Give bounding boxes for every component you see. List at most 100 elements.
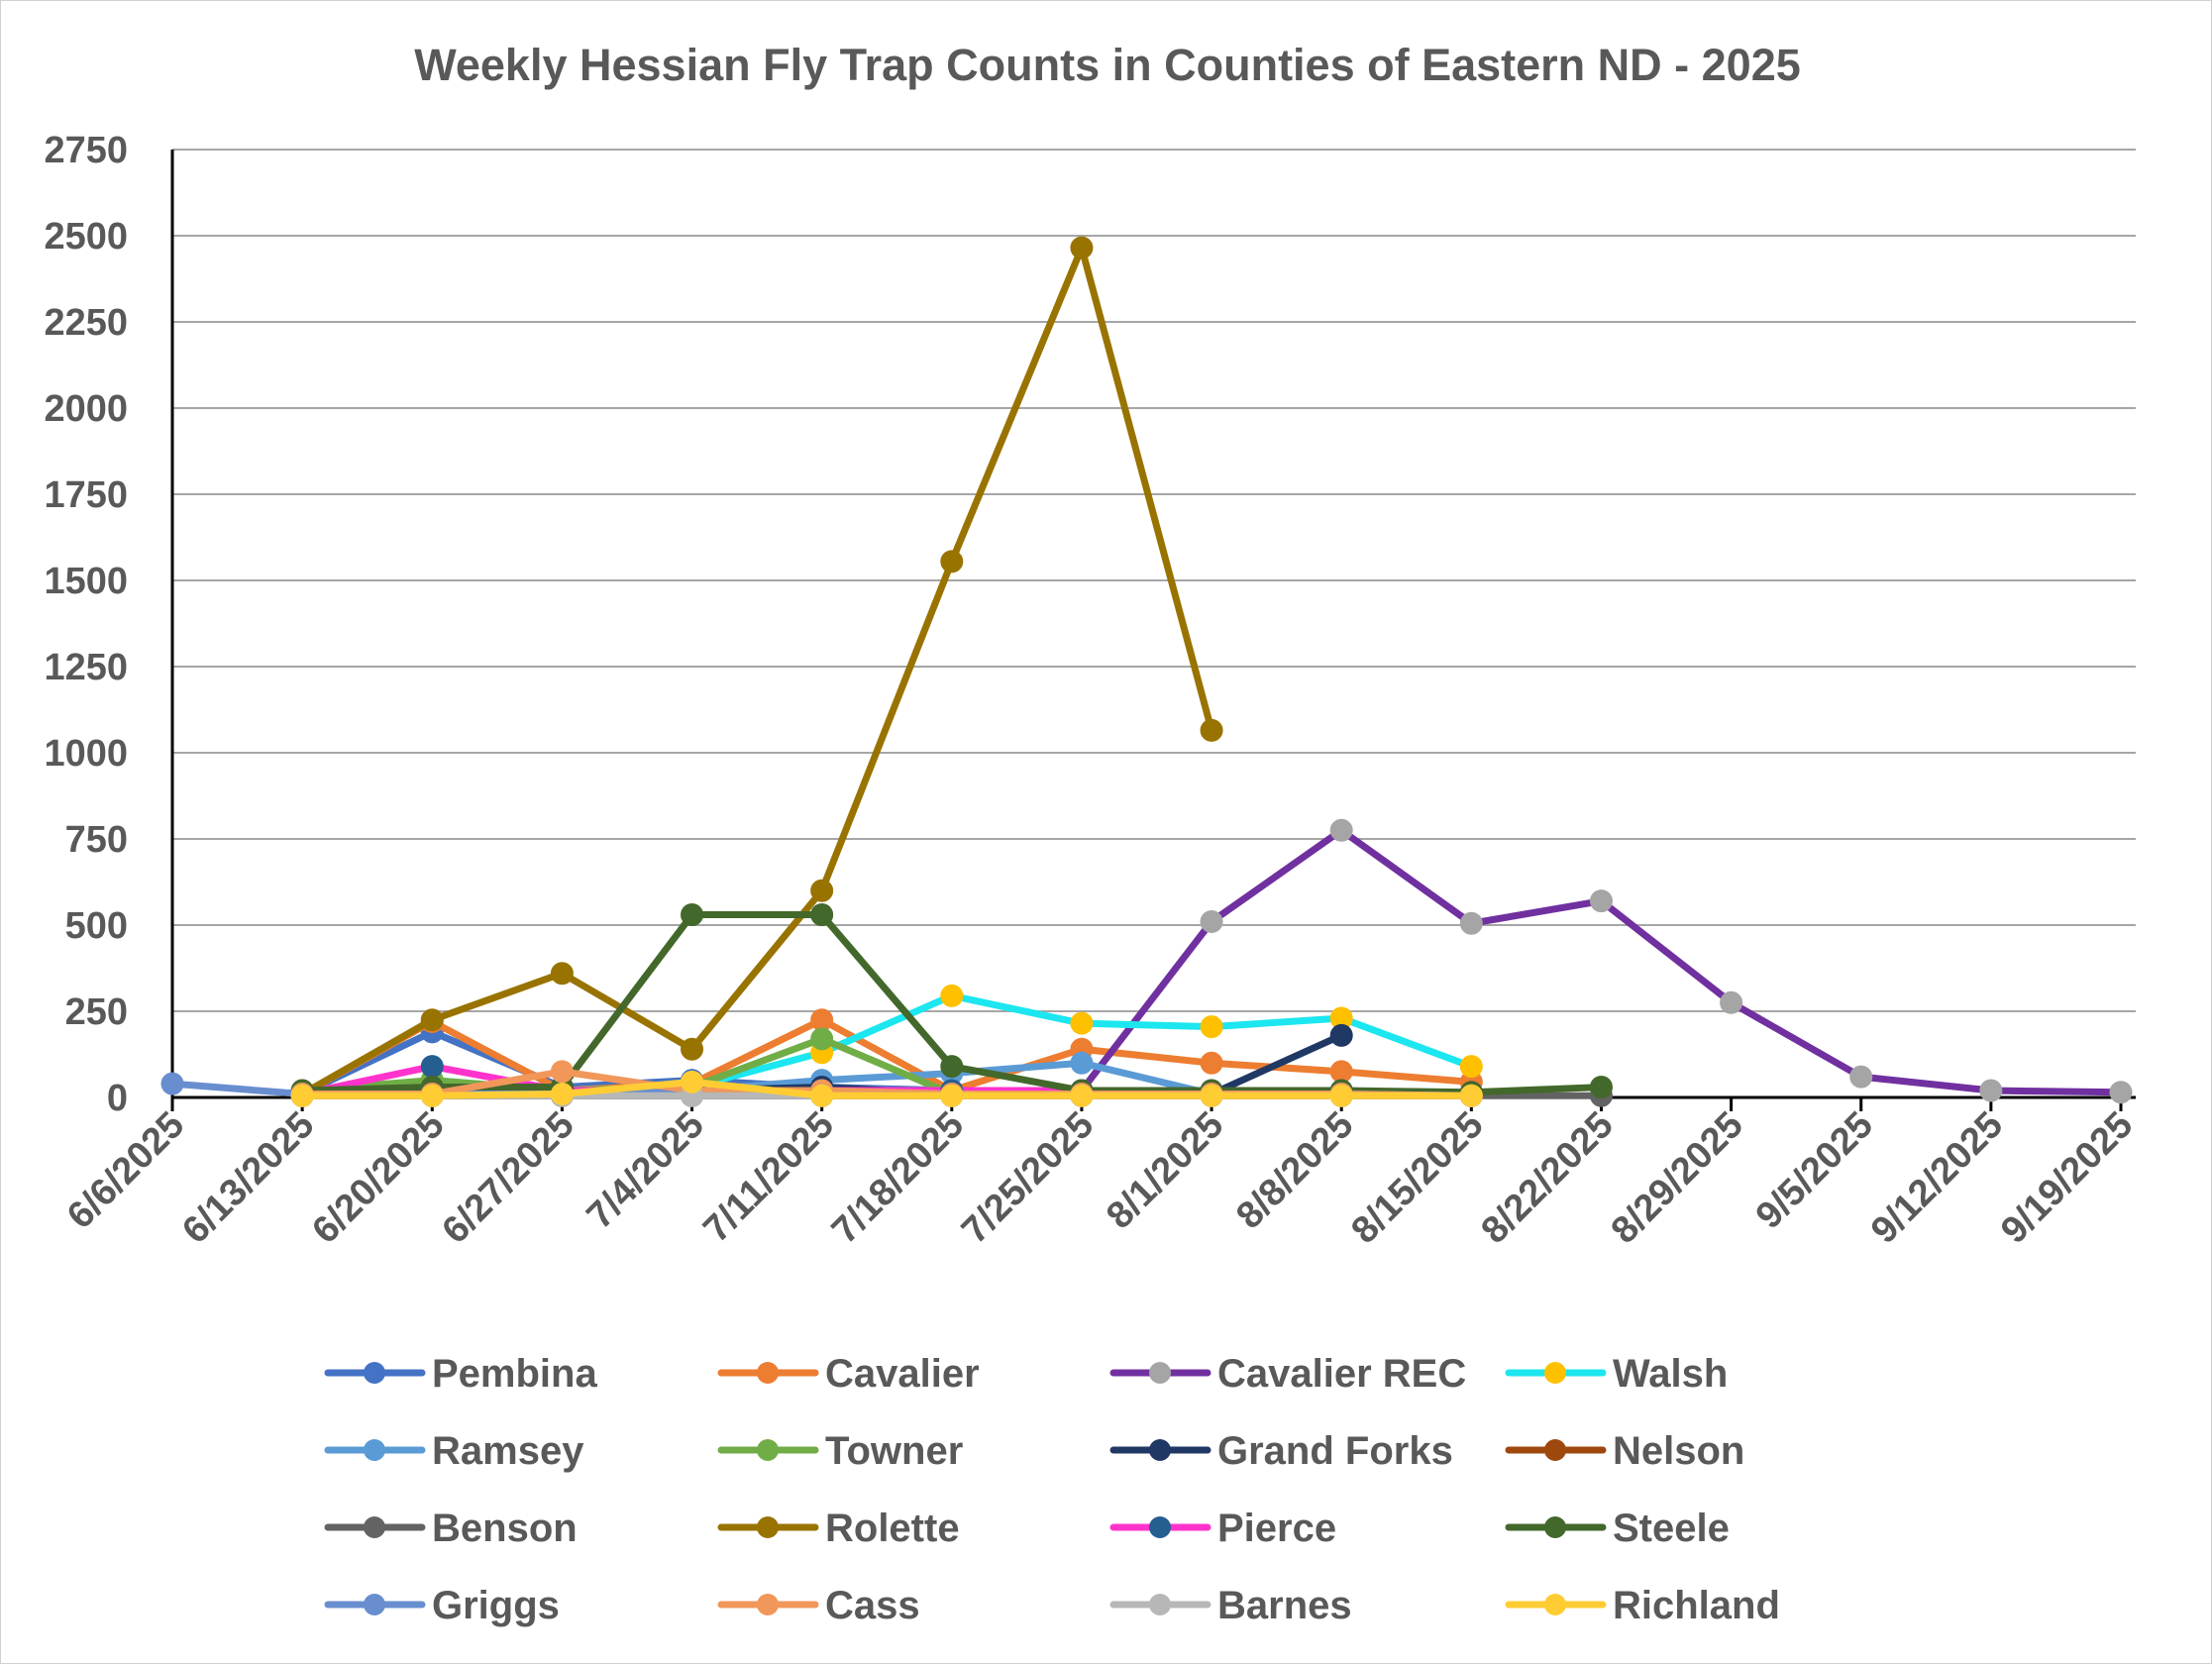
x-tick-label: 8/29/2025 bbox=[1604, 1104, 1751, 1252]
legend-marker bbox=[1544, 1362, 1566, 1384]
data-point bbox=[1459, 1055, 1483, 1079]
legend-item: Nelson bbox=[1505, 1429, 1744, 1473]
y-tick-label: 2750 bbox=[44, 130, 128, 171]
legend-item: Pembina bbox=[324, 1352, 597, 1396]
series-cavalier-rec bbox=[1070, 818, 2133, 1104]
y-tick-label: 1250 bbox=[44, 647, 128, 688]
y-tick-label: 2250 bbox=[44, 302, 128, 344]
data-point bbox=[810, 879, 834, 902]
legend-label: Richland bbox=[1613, 1584, 1780, 1627]
legend-marker bbox=[1544, 1439, 1566, 1461]
x-tick-label: 7/25/2025 bbox=[954, 1104, 1102, 1252]
data-point bbox=[1720, 990, 1743, 1014]
legend-item: Steele bbox=[1505, 1507, 1730, 1550]
legend-marker bbox=[364, 1362, 385, 1384]
series-line bbox=[1078, 826, 2125, 1096]
y-axis-ticks: 0 250 500 750 1000 1250 1500 1750 2000 2250 2500 27… bbox=[44, 130, 128, 1119]
legend-label: Ramsey bbox=[432, 1429, 584, 1473]
data-point bbox=[810, 903, 834, 927]
legend-label: Steele bbox=[1613, 1507, 1730, 1550]
x-tick-label: 6/20/2025 bbox=[304, 1104, 452, 1252]
y-tick-label: 0 bbox=[107, 1078, 128, 1119]
x-tick-label: 8/1/2025 bbox=[1099, 1104, 1231, 1237]
x-axis-ticks: 6/6/20256/13/20256/20/20256/27/20257/4/2… bbox=[59, 1104, 2141, 1252]
legend-marker bbox=[757, 1594, 779, 1615]
legend-label: Cass bbox=[825, 1584, 920, 1627]
x-tick-label: 6/6/2025 bbox=[59, 1104, 192, 1237]
x-tick-label: 9/5/2025 bbox=[1748, 1104, 1881, 1237]
data-point bbox=[940, 550, 964, 573]
data-point bbox=[1589, 889, 1613, 913]
data-point bbox=[1200, 1015, 1223, 1039]
legend-item: Cavalier REC bbox=[1109, 1352, 1466, 1396]
data-point bbox=[1070, 1051, 1094, 1075]
data-point bbox=[420, 1055, 444, 1079]
legend-marker bbox=[757, 1362, 779, 1384]
legend-item: Cavalier bbox=[717, 1352, 980, 1396]
x-tick-label: 7/4/2025 bbox=[579, 1104, 712, 1237]
legend-item: Rolette bbox=[717, 1507, 960, 1550]
legend-label: Pierce bbox=[1217, 1507, 1336, 1550]
data-point bbox=[420, 1084, 444, 1107]
legend-marker bbox=[1149, 1594, 1171, 1615]
data-point bbox=[940, 1055, 964, 1079]
data-point bbox=[1200, 718, 1223, 742]
legend-marker bbox=[364, 1594, 385, 1615]
legend-label: Towner bbox=[825, 1429, 963, 1473]
data-point bbox=[810, 1084, 834, 1107]
x-tick-label: 6/13/2025 bbox=[174, 1104, 322, 1252]
legend-label: Cavalier REC bbox=[1217, 1352, 1466, 1396]
legend-label: Rolette bbox=[825, 1507, 960, 1550]
legend-label: Pembina bbox=[432, 1352, 597, 1396]
y-tick-label: 250 bbox=[65, 991, 128, 1033]
legend-item: Grand Forks bbox=[1109, 1429, 1453, 1473]
data-point bbox=[1589, 1076, 1613, 1099]
series-richland bbox=[290, 1070, 1483, 1107]
series-line bbox=[298, 244, 1215, 1098]
legend-label: Griggs bbox=[432, 1584, 560, 1627]
data-point bbox=[1200, 910, 1223, 934]
y-tick-label: 750 bbox=[65, 819, 128, 861]
legend-label: Benson bbox=[432, 1507, 578, 1550]
data-point bbox=[1070, 236, 1094, 260]
x-tick-label: 9/19/2025 bbox=[1993, 1104, 2141, 1252]
y-tick-label: 1750 bbox=[44, 474, 128, 516]
data-point bbox=[1070, 1084, 1094, 1107]
legend-label: Cavalier bbox=[825, 1352, 980, 1396]
y-tick-label: 2000 bbox=[44, 388, 128, 430]
data-point bbox=[810, 1027, 834, 1051]
legend-marker bbox=[1544, 1594, 1566, 1615]
x-tick-label: 6/27/2025 bbox=[435, 1104, 582, 1252]
legend-item: Cass bbox=[717, 1584, 920, 1627]
data-point bbox=[1849, 1065, 1873, 1089]
x-tick-label: 7/11/2025 bbox=[695, 1104, 842, 1251]
y-tick-label: 1500 bbox=[44, 561, 128, 602]
data-point bbox=[1070, 1011, 1094, 1035]
x-tick-label: 8/22/2025 bbox=[1474, 1104, 1622, 1252]
x-tick-label: 8/8/2025 bbox=[1228, 1104, 1361, 1237]
data-point bbox=[1329, 1084, 1353, 1107]
legend-label: Nelson bbox=[1613, 1429, 1744, 1473]
legend-item: Richland bbox=[1505, 1584, 1780, 1627]
legend-marker bbox=[1149, 1362, 1171, 1384]
data-point bbox=[290, 1084, 314, 1107]
data-point bbox=[2109, 1081, 2133, 1104]
legend-item: Walsh bbox=[1505, 1352, 1728, 1396]
data-point bbox=[940, 984, 964, 1007]
series-rolette bbox=[290, 236, 1223, 1106]
y-tick-label: 2500 bbox=[44, 216, 128, 258]
series-lines bbox=[160, 236, 2133, 1107]
legend-marker bbox=[1149, 1516, 1171, 1538]
data-point bbox=[1200, 1084, 1223, 1107]
data-point bbox=[550, 1083, 574, 1106]
legend-marker bbox=[757, 1439, 779, 1461]
data-point bbox=[1329, 1023, 1353, 1047]
data-point bbox=[160, 1072, 184, 1095]
series-line bbox=[298, 1078, 1475, 1099]
x-tick-label: 7/18/2025 bbox=[824, 1104, 972, 1252]
gridlines bbox=[172, 149, 2136, 1012]
legend-marker bbox=[1149, 1439, 1171, 1461]
data-point bbox=[940, 1084, 964, 1107]
legend-label: Walsh bbox=[1613, 1352, 1728, 1396]
